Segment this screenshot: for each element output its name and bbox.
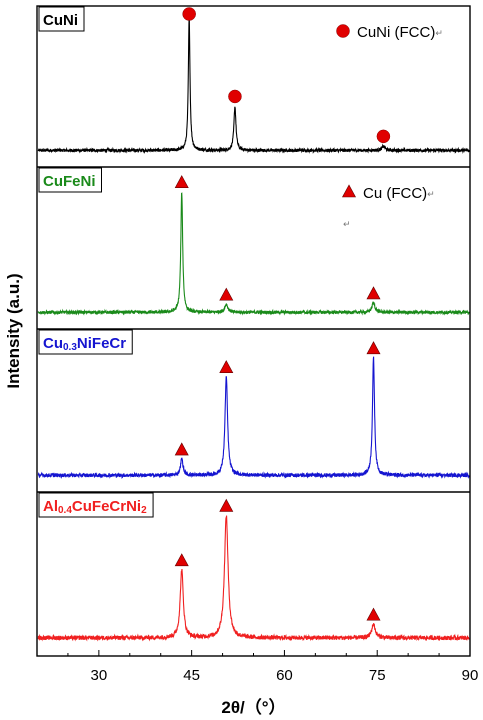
- sample-label: Cu0.3NiFeCr: [38, 329, 133, 355]
- legend-text: Cu (FCC)↵: [363, 185, 435, 202]
- panels-layer: CuNi CuNi (FCC)↵ CuFeNi Cu (FCC)↵ Cu0.3NiFeC…: [37, 6, 470, 642]
- x-tick-label: 45: [183, 667, 200, 684]
- legend-text: CuNi (FCC)↵: [357, 24, 443, 41]
- legend-mark: ↵: [435, 28, 443, 38]
- x-tick-label: 30: [91, 667, 108, 684]
- label-part: CuFeNi: [43, 173, 96, 190]
- panel-CuFeNi: CuFeNi Cu (FCC)↵: [37, 167, 470, 316]
- peak-marker-triangle: [219, 287, 234, 301]
- x-tick-label: 60: [276, 667, 293, 684]
- sample-label-box: [38, 329, 133, 355]
- sample-label-box: [38, 167, 102, 193]
- sample-label-text: CuFeNi: [43, 173, 96, 190]
- label-part: NiFeCr: [77, 335, 126, 352]
- sample-label: Al0.4CuFeCrNi2: [38, 492, 154, 518]
- sample-label-box: [38, 492, 154, 518]
- label-subscript: 0.4: [58, 505, 72, 516]
- sample-label-box: [38, 6, 85, 32]
- label-subscript: 0.3: [63, 342, 77, 353]
- series-line-Al0.4CuFeCrNi2: [37, 515, 470, 642]
- label-part: CuNi: [43, 12, 78, 29]
- peak-marker-triangle: [174, 175, 189, 188]
- legend-entry: Cu (FCC)↵: [341, 184, 435, 202]
- sample-label-text: CuNi: [43, 12, 78, 29]
- peak-marker-triangle: [174, 442, 189, 456]
- peak-marker-triangle: [366, 341, 381, 355]
- peak-marker-triangle: [366, 286, 381, 300]
- legend-entry: CuNi (FCC)↵: [336, 24, 443, 41]
- peak-marker-circle: [182, 7, 196, 21]
- sample-label-text: Al0.4CuFeCrNi2: [43, 498, 147, 516]
- series-line-Cu0.3NiFeCr: [37, 356, 470, 480]
- legend-symbol-circle: [336, 24, 350, 38]
- legend-symbol-triangle: [341, 184, 357, 198]
- x-axis-title: 2θ/（°）: [221, 697, 285, 717]
- panel-Cu0.3NiFeCr: Cu0.3NiFeCr: [37, 329, 470, 480]
- series-line-CuNi: [37, 16, 470, 155]
- peak-marker-circle: [376, 129, 391, 144]
- frame-layer: ↵: [36, 5, 471, 657]
- sample-label: CuNi: [38, 6, 85, 32]
- label-part: Cu: [43, 335, 63, 352]
- sample-label-text: Cu0.3NiFeCr: [43, 335, 126, 353]
- label-part: Al: [43, 498, 58, 515]
- x-tick-label: 75: [369, 667, 386, 684]
- axis-layer: 30 45 60 75 90 2θ/（°） Intensity (a.u.): [4, 273, 478, 717]
- sample-label: CuFeNi: [38, 167, 102, 193]
- label-subscript: 2: [141, 505, 147, 516]
- panel-CuNi: CuNi CuNi (FCC)↵: [37, 6, 470, 155]
- panel-Al0.4CuFeCrNi2: Al0.4CuFeCrNi2: [37, 492, 470, 642]
- label-part: CuFeCrNi: [72, 498, 141, 515]
- peak-marker-triangle: [174, 553, 189, 567]
- peak-marker-triangle: [219, 360, 234, 374]
- small-mark: ↵: [343, 219, 351, 229]
- series-line-CuFeNi: [37, 192, 470, 316]
- legend-mark: ↵: [427, 189, 435, 199]
- x-tick-label: 90: [462, 667, 479, 684]
- peak-marker-triangle: [219, 498, 234, 512]
- y-axis-title: Intensity (a.u.): [4, 273, 23, 388]
- peak-marker-circle: [228, 89, 242, 104]
- peak-marker-triangle: [366, 607, 381, 621]
